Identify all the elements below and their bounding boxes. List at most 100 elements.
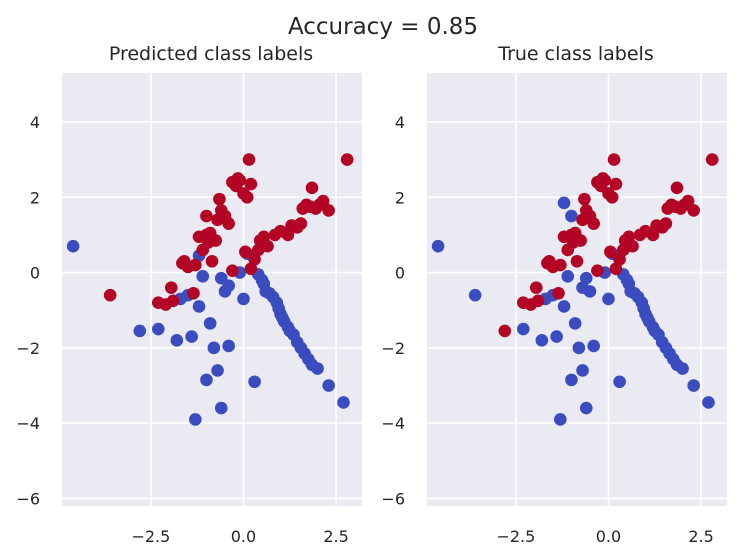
y-tick-label: 4 (30, 113, 40, 132)
scatter-point-class-0 (572, 341, 586, 355)
x-tick-label: 0.0 (596, 527, 621, 546)
scatter-point-class-0 (568, 317, 582, 330)
scatter-point-class-0 (207, 341, 221, 355)
scatter-point-class-1 (189, 258, 202, 272)
scatter-point-class-0 (565, 209, 578, 223)
scatter-point-class-1 (187, 286, 200, 300)
scatter-point-class-1 (226, 264, 239, 277)
scatter-point-class-1 (531, 294, 545, 308)
scatter-point-class-1 (294, 217, 308, 230)
scatter-point-class-0 (687, 379, 700, 392)
scatter-point-class-0 (133, 324, 147, 338)
scatter-point-class-1 (552, 286, 565, 300)
scatter-point-class-1 (166, 294, 180, 308)
scatter-point-class-1 (604, 245, 617, 259)
scatter-point-class-1 (240, 190, 254, 204)
scatter-point-class-1 (242, 153, 256, 166)
y-tick-label: 2 (30, 188, 40, 207)
scatter-point-class-0 (337, 396, 350, 409)
scatter-point-class-1 (205, 254, 219, 268)
y-tick-label: 0 (30, 264, 40, 283)
scatter-point-class-0 (535, 334, 549, 347)
scatter-point-class-1 (244, 177, 258, 191)
scatter-point-class-0 (431, 239, 445, 253)
scatter-point-class-0 (322, 379, 335, 392)
scatter-point-class-1 (103, 288, 117, 302)
scatter-point-class-0 (192, 300, 206, 313)
scatter-point-class-0 (576, 281, 589, 294)
scatter-point-class-1 (687, 204, 700, 217)
scatter-point-class-1 (239, 245, 252, 259)
x-tick-label: −2.5 (131, 527, 170, 546)
scatter-point-class-0 (66, 239, 80, 253)
scatter-point-class-1 (554, 258, 567, 272)
scatter-point-class-1 (705, 153, 719, 166)
scatter-point-class-1 (681, 194, 695, 208)
scatter-point-class-0 (248, 375, 261, 389)
scatter-point-class-0 (516, 322, 530, 336)
scatter-point-class-0 (550, 330, 563, 343)
scatter-point-class-1 (591, 264, 604, 277)
scatter-point-class-0 (196, 270, 210, 283)
scatter-point-class-0 (237, 292, 250, 306)
scatter-point-class-0 (557, 300, 571, 313)
scatter-point-class-1 (659, 217, 673, 230)
suptitle: Accuracy = 0.85 (288, 14, 478, 40)
y-tick-label: 0 (395, 264, 405, 283)
scatter-point-class-1 (529, 281, 543, 294)
scatter-point-class-0 (311, 362, 324, 375)
scatter-point-class-1 (616, 243, 630, 257)
scatter-point-class-1 (670, 181, 684, 195)
scatter-point-class-1 (574, 234, 588, 247)
scatter-point-class-0 (565, 373, 578, 387)
scatter-point-class-1 (598, 174, 612, 187)
scatter-point-class-0 (702, 396, 715, 409)
scatter-point-class-1 (233, 174, 247, 187)
scatter-point-class-1 (316, 194, 330, 208)
scatter-point-class-0 (170, 334, 184, 347)
x-tick-label: 2.5 (323, 527, 348, 546)
scatter-point-class-0 (676, 362, 689, 375)
plot-background-predicted (62, 73, 362, 506)
panel-title-predicted: Predicted class labels (109, 43, 313, 65)
scatter-point-class-1 (213, 192, 226, 206)
y-tick-label: −6 (16, 489, 40, 508)
y-tick-label: −2 (16, 339, 40, 358)
scatter-point-class-0 (200, 373, 213, 387)
scatter-point-class-1 (578, 192, 591, 206)
scatter-point-class-0 (222, 339, 235, 353)
scatter-point-class-0 (561, 270, 575, 283)
scatter-point-class-0 (203, 317, 217, 330)
scatter-point-class-1 (322, 204, 335, 217)
scatter-point-class-0 (557, 196, 571, 210)
scatter-point-class-0 (211, 364, 224, 377)
scatter-point-class-0 (602, 292, 615, 306)
scatter-point-class-1 (498, 324, 512, 338)
scatter-point-class-1 (340, 153, 354, 166)
x-tick-label: 0.0 (231, 527, 256, 546)
panel-true: True class labels −2.5 0.0 2.5 −6 −4 −2 0 2 4 (381, 43, 727, 546)
scatter-point-class-1 (605, 190, 619, 204)
scatter-point-class-0 (576, 364, 589, 377)
panel-predicted: Predicted class labels −2.5 0.0 2.5 −6 −4 −2 0… (16, 43, 362, 546)
scatter-point-class-0 (468, 288, 482, 302)
scatter-point-class-1 (200, 209, 213, 223)
scatter-point-class-0 (189, 413, 202, 426)
scatter-point-class-1 (570, 254, 584, 268)
y-tick-label: 4 (395, 113, 405, 132)
y-tick-label: −4 (16, 414, 40, 433)
scatter-point-class-1 (609, 177, 623, 191)
panel-title-true: True class labels (497, 43, 653, 65)
scatter-point-class-0 (214, 401, 228, 415)
scatter-point-class-0 (554, 413, 567, 426)
scatter-point-class-0 (185, 330, 198, 343)
scatter-point-class-1 (607, 153, 621, 166)
y-tick-label: 2 (395, 188, 405, 207)
x-tick-label: −2.5 (496, 527, 535, 546)
scatter-point-class-0 (222, 279, 235, 293)
scatter-point-class-1 (305, 181, 319, 195)
scatter-point-class-0 (579, 401, 593, 415)
scatter-point-class-1 (209, 234, 223, 247)
scatter-point-class-1 (587, 217, 600, 230)
